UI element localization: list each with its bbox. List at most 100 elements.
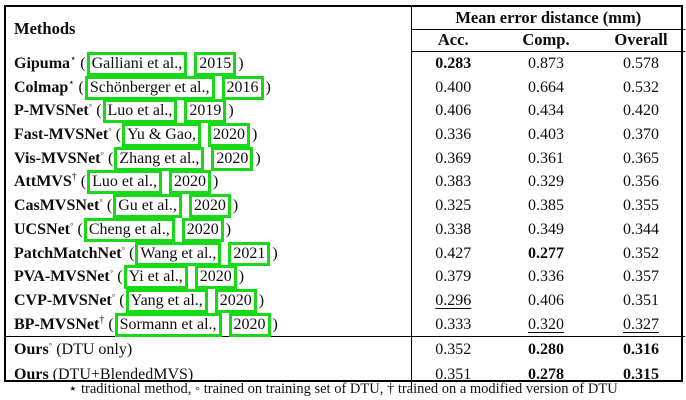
table-row: UCSNet◦ (Cheng et al., 2020) 0.338 0.349 0.… xyxy=(6,217,685,242)
annotation-box-year: 2020 xyxy=(181,217,224,242)
method-cell: P-MVSNet◦ (Luo et al., 2019) xyxy=(6,99,411,124)
value-cell: 0.351 xyxy=(410,362,495,388)
value-cell: 0.283 xyxy=(410,51,495,76)
method-name: Colmap xyxy=(14,78,69,96)
annotation-box-author: Luo et al., xyxy=(87,170,162,195)
value-cell: 0.352 xyxy=(410,336,495,363)
value-cell: 0.400 xyxy=(410,75,495,100)
method-name: Ours xyxy=(14,365,49,383)
column-header-acc: Acc. xyxy=(410,29,495,52)
method-name: PVA-MVSNet xyxy=(14,268,110,286)
value-cell: 0.406 xyxy=(410,99,495,124)
methods-header: Methods xyxy=(14,19,76,39)
value-cell: 0.351 xyxy=(623,291,659,309)
method-name: Fast-MVSNet xyxy=(14,126,109,144)
value-cell: 0.420 xyxy=(623,102,659,120)
method-name: Ours xyxy=(14,340,49,358)
value-cell: 0.352 xyxy=(623,244,659,262)
value-cell: 0.338 xyxy=(410,217,495,242)
annotation-box-year: 2020 xyxy=(214,288,257,313)
value-cell: 0.361 xyxy=(528,149,564,167)
method-name: PatchMatchNet xyxy=(14,244,122,262)
method-cell: Gipuma⋆ (Galliani et al., 2015) xyxy=(6,51,411,76)
value-cell: 0.356 xyxy=(623,173,659,191)
value-cell: 0.357 xyxy=(623,268,659,286)
annotation-box-author: Galliani et al., xyxy=(86,51,188,76)
value-cell: 0.296 xyxy=(410,288,495,313)
value-cell: 0.315 xyxy=(623,365,659,383)
method-cell: Ours◦ (DTU only) xyxy=(6,336,411,363)
results-table: Methods Mean error distance (mm) Acc. Co… xyxy=(6,7,685,388)
value-cell: 0.369 xyxy=(410,146,495,171)
annotation-box-author: Zhang et al., xyxy=(114,146,205,171)
value-cell: 0.383 xyxy=(410,170,495,195)
method-cell: UCSNet◦ (Cheng et al., 2020) xyxy=(6,217,411,242)
annotation-box-year: 2016 xyxy=(221,75,264,100)
method-name: Gipuma xyxy=(14,54,71,72)
value-cell: 0.278 xyxy=(528,365,564,383)
method-name: BP-MVSNet xyxy=(14,315,100,333)
value-cell: 0.406 xyxy=(528,291,564,309)
annotation-box-year: 2020 xyxy=(211,146,254,171)
table-row: BP-MVSNet† (Sormann et al., 2020) 0.333 0.… xyxy=(6,312,685,337)
annotation-box-year: 2021 xyxy=(228,241,271,266)
column-header-comp: Comp. xyxy=(495,29,597,52)
results-table-container: Methods Mean error distance (mm) Acc. Co… xyxy=(4,5,685,388)
method-symbol: ◦ xyxy=(48,339,53,351)
value-cell: 0.365 xyxy=(623,149,659,167)
value-cell: 0.344 xyxy=(623,220,659,238)
value-cell: 0.329 xyxy=(528,173,564,191)
value-cell: 0.434 xyxy=(528,102,564,120)
method-symbol: ◦ xyxy=(111,290,116,302)
method-name: CasMVSNet xyxy=(14,197,100,215)
value-cell: 0.664 xyxy=(528,78,564,96)
value-cell: 0.333 xyxy=(410,312,495,337)
column-header-overall: Overall xyxy=(597,29,685,52)
table-row: Ours (DTU+BlendedMVS) 0.351 0.278 0.315 xyxy=(6,362,685,388)
method-name: UCSNet xyxy=(14,220,70,238)
value-cell: 0.385 xyxy=(528,197,564,215)
value-cell: 0.277 xyxy=(528,244,564,262)
annotation-box-author: Schönberger et al., xyxy=(84,75,215,100)
method-symbol: † xyxy=(99,314,105,326)
value-cell: 0.316 xyxy=(597,336,685,363)
table-row: P-MVSNet◦ (Luo et al., 2019) 0.406 0.434 0.… xyxy=(6,99,685,124)
table-row: CasMVSNet◦ (Gu et al., 2020) 0.325 0.385 0.… xyxy=(6,194,685,219)
header-row-columns: Acc. Comp. Overall xyxy=(6,29,685,52)
method-cell: CasMVSNet◦ (Gu et al., 2020) xyxy=(6,194,411,219)
annotation-box-year: 2019 xyxy=(184,99,227,124)
method-cell: AttMVS† (Luo et al., 2020) xyxy=(6,170,411,195)
method-symbol: ◦ xyxy=(108,124,112,136)
value-cell: 0.280 xyxy=(495,336,597,363)
value-cell: 0.325 xyxy=(410,194,495,218)
method-symbol: ◦ xyxy=(109,266,114,278)
method-cell: BP-MVSNet† (Sormann et al., 2020) xyxy=(6,312,411,337)
value-cell: 0.320 xyxy=(528,315,564,333)
value-cell: 0.427 xyxy=(410,241,495,266)
annotation-box-author: Sormann et al., xyxy=(114,312,222,337)
method-name: Vis-MVSNet xyxy=(14,149,101,167)
value-cell: 0.379 xyxy=(410,265,495,289)
annotation-box-author: Cheng et al., xyxy=(83,217,175,242)
annotation-box-year: 2015 xyxy=(194,51,237,76)
table-row: Ours◦ (DTU only) 0.352 0.280 0.316 xyxy=(6,336,685,363)
header-row-group: Methods Mean error distance (mm) xyxy=(6,7,685,38)
value-cell: 0.349 xyxy=(528,220,564,238)
annotation-box-author: Luo et al., xyxy=(102,99,178,124)
table-row: AttMVS† (Luo et al., 2020) 0.383 0.329 0.35… xyxy=(6,170,685,195)
method-name: CVP-MVSNet xyxy=(14,291,112,309)
annotation-box-year: 2020 xyxy=(188,194,231,219)
value-cell: 0.327 xyxy=(623,315,659,333)
value-cell: 0.355 xyxy=(623,197,659,215)
annotation-box-year: 2020 xyxy=(194,265,237,290)
annotation-box-author: Yi et al., xyxy=(123,265,188,290)
value-cell: 0.336 xyxy=(410,123,495,147)
method-symbol: ◦ xyxy=(99,195,103,207)
table-row: CVP-MVSNet◦ (Yang et al., 2020) 0.296 0.40… xyxy=(6,288,685,313)
method-symbol: ◦ xyxy=(70,219,74,231)
table-footnote: ⋆ traditional method, ◦ trained on train… xyxy=(68,381,618,397)
method-cell: Vis-MVSNet◦ (Zhang et al., 2020) xyxy=(6,146,411,171)
table-row: PatchMatchNet◦ (Wang et al., 2021) 0.427 0… xyxy=(6,241,685,266)
table-row: Colmap⋆ (Schönberger et al., 2016) 0.400 0… xyxy=(6,75,685,100)
value-cell: 0.403 xyxy=(528,126,564,144)
